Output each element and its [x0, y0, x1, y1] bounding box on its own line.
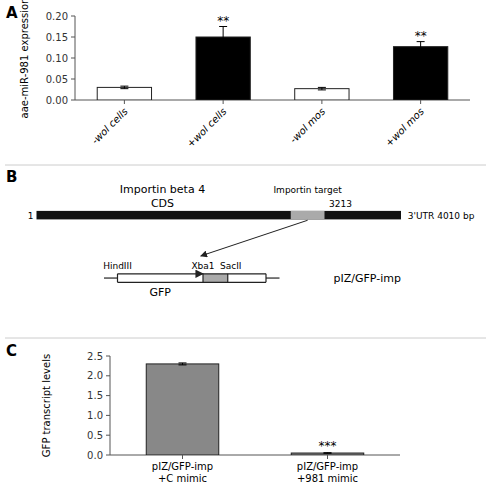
panel-label: B — [6, 168, 17, 186]
site-line — [227, 274, 228, 283]
error-bar — [318, 87, 326, 90]
x-tick-label-line: +981 mimic — [297, 473, 358, 484]
y-tick-label: 1.0 — [87, 410, 103, 421]
x-tick — [321, 100, 322, 104]
diagram-label: SacII — [220, 261, 242, 271]
y-tick-label: 0.5 — [87, 430, 103, 441]
error-cap — [318, 87, 326, 88]
bar — [97, 87, 151, 100]
x-tick-label: -wol cells — [89, 106, 130, 147]
x-tick-label-line: pIZ/GFP-imp — [152, 461, 213, 472]
error-stem — [223, 27, 224, 48]
y-tick — [106, 455, 110, 456]
panel-label: A — [6, 4, 18, 22]
y-tick-label: 2.5 — [87, 351, 103, 362]
bar — [295, 89, 349, 100]
bar — [291, 453, 364, 455]
diagram-label: Importin target — [273, 185, 342, 195]
site-line — [202, 274, 203, 283]
x-tick-label: +wol cells — [185, 106, 229, 150]
error-cap — [179, 362, 187, 363]
bars — [97, 27, 448, 101]
y-tick-label: 1.5 — [87, 390, 103, 401]
x-tick-label: pIZ/GFP-imp+C mimic — [152, 461, 213, 484]
bar — [146, 364, 219, 455]
diagram-label: 3'UTR 4010 bp — [408, 211, 475, 221]
significance-label: ** — [217, 14, 229, 28]
figure: A 0.00 0.05 0.10 0.15 0.20 aae-miR-981 express… — [0, 0, 491, 500]
error-bar — [120, 86, 128, 89]
vector-line — [104, 277, 118, 278]
bar — [393, 47, 447, 100]
schematic: B Importin beta 4CDS Importin target 1 3213 3… — [6, 168, 475, 299]
arrow — [201, 220, 308, 256]
x-tick-label-line: +C mimic — [158, 473, 207, 484]
diagram-label: 1 — [28, 211, 34, 221]
vector-line — [266, 277, 280, 278]
diagram-label: 3213 — [329, 199, 352, 209]
diagram-label: Xba1 — [191, 261, 214, 271]
y-tick-label: 0.00 — [46, 95, 68, 106]
error-cap — [417, 51, 425, 52]
error-cap — [120, 86, 128, 87]
y-tick — [71, 79, 75, 80]
error-cap — [120, 88, 128, 89]
y-tick-label: 0.20 — [46, 11, 68, 22]
y-tick-label: 0.15 — [46, 32, 68, 43]
bar-panel: C 0.0 0.5 1.0 1.5 2.0 2.5 GFP transcript levels… — [6, 342, 400, 484]
diagram-label: GFP — [150, 286, 172, 299]
error-cap — [179, 364, 187, 365]
y-axis-label: aae-miR-981 expression — [19, 0, 30, 118]
separator — [5, 338, 486, 339]
x-tick-label: pIZ/GFP-imp+981 mimic — [297, 461, 358, 484]
y-tick — [71, 100, 75, 101]
diagram-label: pIZ/GFP-imp — [334, 272, 401, 285]
bars — [146, 363, 364, 455]
x-tick — [124, 100, 125, 104]
y-axis — [75, 16, 76, 100]
gfp-arrow — [118, 273, 204, 274]
x-tick — [223, 100, 224, 104]
y-tick — [106, 356, 110, 357]
separator — [5, 165, 486, 166]
y-tick — [106, 395, 110, 396]
construct-edge — [203, 273, 266, 274]
gene-bar — [37, 211, 402, 220]
y-tick-label: 0.0 — [87, 450, 103, 461]
y-tick-label: 2.0 — [87, 370, 103, 381]
y-tick — [106, 415, 110, 416]
bar-panel: A 0.00 0.05 0.10 0.15 0.20 aae-miR-981 express… — [6, 0, 470, 150]
diagram-label: HindIII — [103, 261, 132, 271]
error-bar — [219, 27, 227, 48]
target-region — [291, 211, 325, 220]
insert — [203, 274, 228, 283]
x-tick-label-line: pIZ/GFP-imp — [297, 461, 358, 472]
error-bar — [179, 363, 187, 365]
x-tick — [420, 100, 421, 104]
y-axis — [110, 356, 111, 455]
y-tick-label: 0.05 — [46, 74, 68, 85]
x-tick-label: +wol mos — [383, 106, 426, 149]
construct-edge — [265, 274, 266, 283]
construct-edge — [117, 274, 118, 283]
significance-label: *** — [319, 439, 337, 453]
y-tick — [71, 37, 75, 38]
panel-label: C — [6, 342, 17, 360]
y-axis-label: GFP transcript levels — [41, 354, 52, 457]
x-tick — [182, 455, 183, 459]
diagram-label: Importin beta 4 — [120, 183, 205, 196]
y-tick — [71, 58, 75, 59]
significance-label: ** — [415, 29, 427, 43]
error-cap — [324, 453, 332, 454]
error-cap — [219, 47, 227, 48]
y-tick — [71, 16, 75, 17]
diagram-label: CDS — [151, 197, 174, 210]
y-tick — [106, 435, 110, 436]
y-tick — [106, 375, 110, 376]
y-tick-label: 0.10 — [46, 53, 68, 64]
construct-edge — [118, 282, 267, 283]
error-cap — [318, 89, 326, 90]
x-tick-label: -wol mos — [288, 106, 328, 146]
x-tick — [327, 455, 328, 459]
